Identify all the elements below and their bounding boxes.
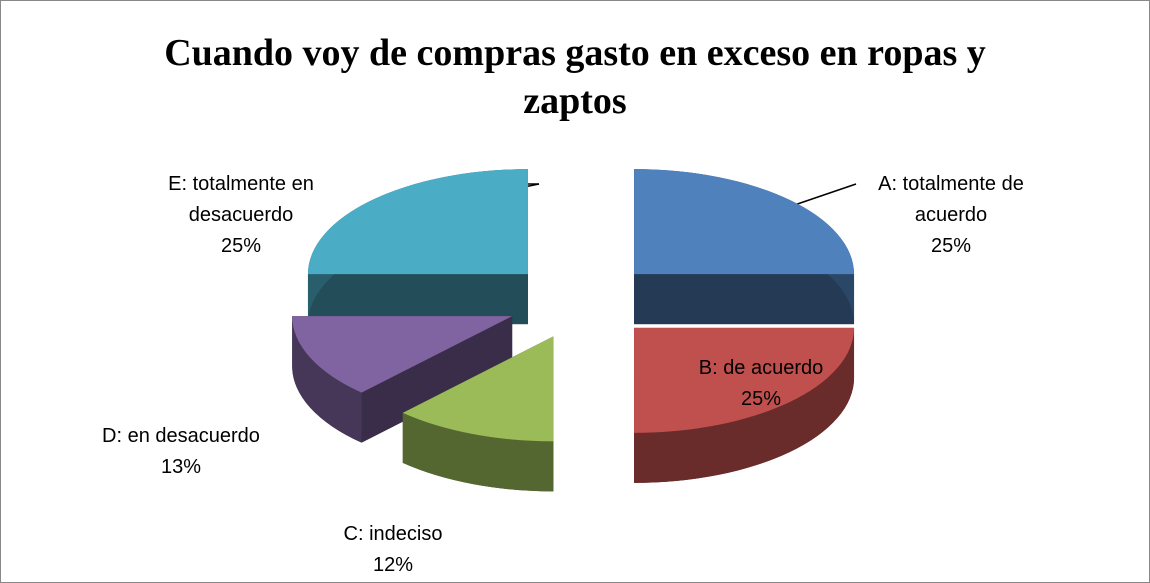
slice-top <box>307 169 528 275</box>
slice <box>292 316 513 443</box>
slice-top <box>402 336 554 442</box>
slice-side <box>307 274 528 325</box>
category-label: D: en desacuerdo <box>102 425 260 447</box>
chart-title: Cuando voy de compras gasto en exceso en… <box>164 32 986 122</box>
slice <box>402 336 554 492</box>
slice-side <box>634 274 855 325</box>
data-label: B: de acuerdo 25% <box>631 353 891 415</box>
percent-label: 25% <box>740 388 782 410</box>
category-label: E: totalmente en desacuerdo <box>168 173 314 226</box>
category-label: A: totalmente de acuerdo <box>878 173 1024 226</box>
data-label: E: totalmente en desacuerdo 25% <box>146 169 336 262</box>
category-label: C: indeciso <box>343 523 443 545</box>
slice-wall <box>402 412 554 492</box>
data-label: A: totalmente de acuerdo 25% <box>851 169 1051 262</box>
category-label: B: de acuerdo <box>698 357 824 379</box>
slice <box>634 327 855 483</box>
slice-top <box>292 316 513 393</box>
slice <box>634 169 855 325</box>
data-label: C: indeciso 12% <box>293 519 493 581</box>
percent-label: 25% <box>220 235 262 257</box>
percent-label: 25% <box>930 235 972 257</box>
percent-label: 13% <box>160 456 202 478</box>
slice <box>307 169 528 325</box>
percent-label: 12% <box>372 554 414 576</box>
data-label: D: en desacuerdo 13% <box>61 421 301 483</box>
slice-wall <box>634 327 855 483</box>
slice-wall <box>292 316 362 443</box>
slice-top <box>634 327 855 433</box>
slice-top <box>634 169 855 275</box>
